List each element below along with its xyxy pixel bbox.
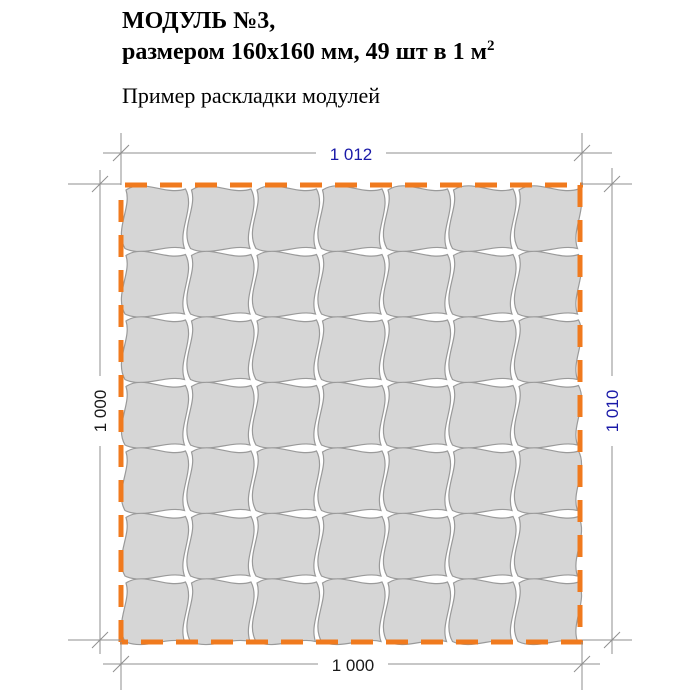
paving-tile (120, 381, 190, 449)
paving-tile (448, 185, 517, 253)
title-line-1: МОДУЛЬ №3, (122, 8, 276, 34)
paving-tile (186, 578, 255, 646)
paving-tile (251, 185, 321, 253)
paving-tile (186, 185, 255, 253)
paving-tile (382, 316, 452, 384)
paving-tile (186, 512, 255, 580)
paving-tile (513, 381, 583, 449)
dimension-left: 1 000 (91, 390, 110, 433)
paving-tile (382, 250, 452, 318)
dimension-bottom: 1 000 (332, 656, 375, 675)
module-title: МОДУЛЬ №3, размером 160х160 мм, 49 шт в … (122, 6, 494, 68)
paving-tile (448, 512, 517, 580)
title-superscript: 2 (486, 38, 495, 54)
tile-grid (120, 185, 583, 646)
paving-tile (317, 250, 386, 318)
paving-tile (120, 185, 190, 253)
paving-tile (382, 578, 452, 646)
paving-tile (251, 512, 321, 580)
paving-tile (120, 578, 190, 646)
paving-tile (251, 381, 321, 449)
paving-tile (448, 447, 517, 515)
title-line-2-text: размером 160х160 мм, 49 шт в 1 м (122, 39, 487, 65)
paving-tile (513, 185, 583, 253)
paving-tile (317, 578, 386, 646)
dimension-right: 1 010 (603, 390, 622, 433)
layout-boundary (118, 182, 583, 645)
paving-tile (251, 316, 321, 384)
paving-tile (513, 447, 583, 515)
paving-tile (513, 512, 583, 580)
layout-subtitle: Пример раскладки модулей (122, 83, 380, 108)
title-line-2: размером 160х160 мм, 49 шт в 1 м2 (122, 37, 494, 68)
paving-tile (382, 381, 452, 449)
paving-tile (317, 447, 386, 515)
paving-tile (317, 381, 386, 449)
paving-tile (448, 250, 517, 318)
paving-tile (382, 447, 452, 515)
paving-tile (513, 250, 583, 318)
paving-tile (120, 512, 190, 580)
paving-tile (186, 250, 255, 318)
paving-tile (448, 381, 517, 449)
paving-tile (186, 316, 255, 384)
paving-tile (251, 447, 321, 515)
dimension-top: 1 012 (330, 145, 373, 164)
paving-tile (186, 447, 255, 515)
paving-tile (448, 578, 517, 646)
paving-tile (448, 316, 517, 384)
paving-tile (251, 250, 321, 318)
paving-tile (513, 578, 583, 646)
paving-tile (317, 185, 386, 253)
paving-tile (513, 316, 583, 384)
paving-tile (317, 316, 386, 384)
paving-tile (120, 250, 190, 318)
paving-tile (382, 512, 452, 580)
paving-tile (120, 447, 190, 515)
paving-tile (186, 381, 255, 449)
paving-tile (382, 185, 452, 253)
paving-tile (317, 512, 386, 580)
paving-tile (120, 316, 190, 384)
paving-tile (251, 578, 321, 646)
